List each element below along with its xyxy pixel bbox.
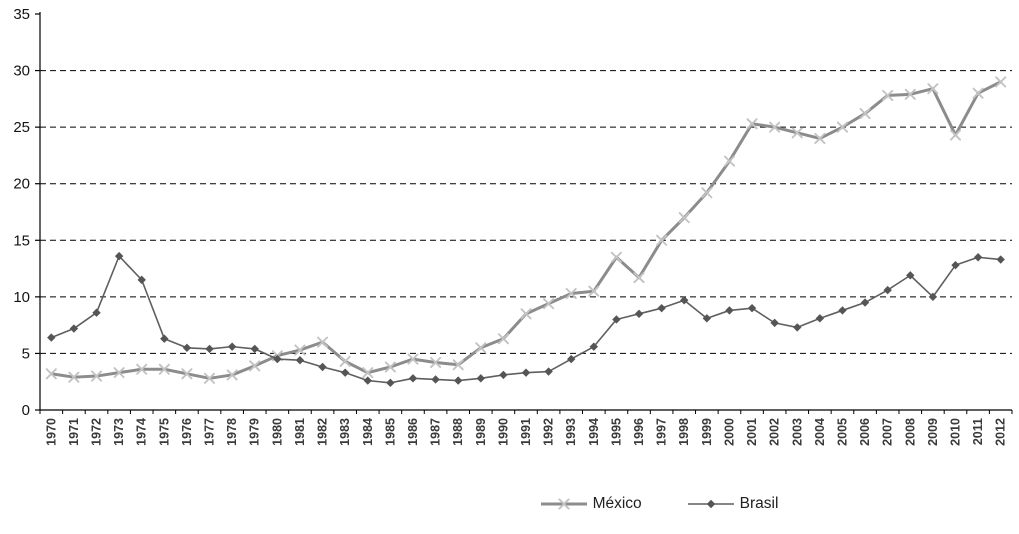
svg-text:2003: 2003: [790, 418, 804, 446]
svg-text:1982: 1982: [316, 418, 330, 446]
svg-text:1988: 1988: [451, 418, 465, 446]
svg-text:1995: 1995: [609, 418, 623, 446]
svg-text:1970: 1970: [44, 418, 58, 446]
svg-text:2007: 2007: [881, 418, 895, 446]
svg-text:2000: 2000: [722, 418, 736, 446]
svg-text:1977: 1977: [203, 418, 217, 446]
legend-item-mexico: México: [540, 495, 642, 513]
x-marker-line-icon: [540, 498, 587, 510]
svg-text:1971: 1971: [67, 418, 81, 446]
svg-text:1989: 1989: [474, 418, 488, 446]
svg-text:1972: 1972: [90, 418, 104, 446]
svg-text:1996: 1996: [632, 418, 646, 446]
svg-text:1981: 1981: [293, 418, 307, 446]
line-chart-svg: 0 5 10 15 20 25 30 35 1970 1971 1972 1973 1974 1975 19…: [13, 6, 1013, 446]
svg-text:2005: 2005: [835, 418, 849, 446]
svg-text:1999: 1999: [700, 418, 714, 446]
chart-legend: México Brasil: [300, 478, 1019, 530]
svg-text:1987: 1987: [429, 418, 443, 446]
svg-text:1975: 1975: [157, 418, 171, 446]
svg-text:1983: 1983: [338, 418, 352, 446]
svg-text:1993: 1993: [564, 418, 578, 446]
svg-text:1998: 1998: [677, 418, 691, 446]
svg-text:1997: 1997: [655, 418, 669, 446]
svg-text:2012: 2012: [994, 418, 1008, 446]
svg-text:1980: 1980: [270, 418, 284, 446]
svg-text:1991: 1991: [519, 418, 533, 446]
svg-text:30: 30: [13, 63, 30, 80]
svg-text:2001: 2001: [745, 418, 759, 446]
svg-text:2009: 2009: [926, 418, 940, 446]
svg-text:2008: 2008: [903, 418, 917, 446]
svg-text:1984: 1984: [361, 418, 375, 446]
svg-text:1973: 1973: [112, 418, 126, 446]
svg-text:15: 15: [13, 232, 30, 249]
svg-text:2010: 2010: [948, 418, 962, 446]
svg-text:20: 20: [13, 176, 30, 193]
svg-text:10: 10: [13, 289, 30, 306]
svg-text:1976: 1976: [180, 418, 194, 446]
svg-text:25: 25: [13, 119, 30, 136]
svg-text:1992: 1992: [542, 418, 556, 446]
svg-text:1979: 1979: [248, 418, 262, 446]
svg-text:0: 0: [22, 402, 30, 419]
svg-text:2002: 2002: [768, 418, 782, 446]
svg-text:1994: 1994: [587, 418, 601, 446]
svg-text:2004: 2004: [813, 418, 827, 446]
svg-text:5: 5: [22, 345, 30, 362]
legend-label-brasil: Brasil: [739, 495, 779, 513]
legend-label-mexico: México: [592, 495, 642, 513]
svg-text:1990: 1990: [496, 418, 510, 446]
svg-text:2011: 2011: [971, 418, 985, 445]
svg-text:1978: 1978: [225, 418, 239, 446]
legend-item-brasil: Brasil: [687, 495, 779, 513]
svg-text:2006: 2006: [858, 418, 872, 446]
svg-text:1974: 1974: [135, 418, 149, 446]
svg-text:1985: 1985: [383, 418, 397, 446]
diamond-marker-line-icon: [687, 499, 734, 509]
svg-text:35: 35: [13, 6, 30, 23]
svg-text:1986: 1986: [406, 418, 420, 446]
